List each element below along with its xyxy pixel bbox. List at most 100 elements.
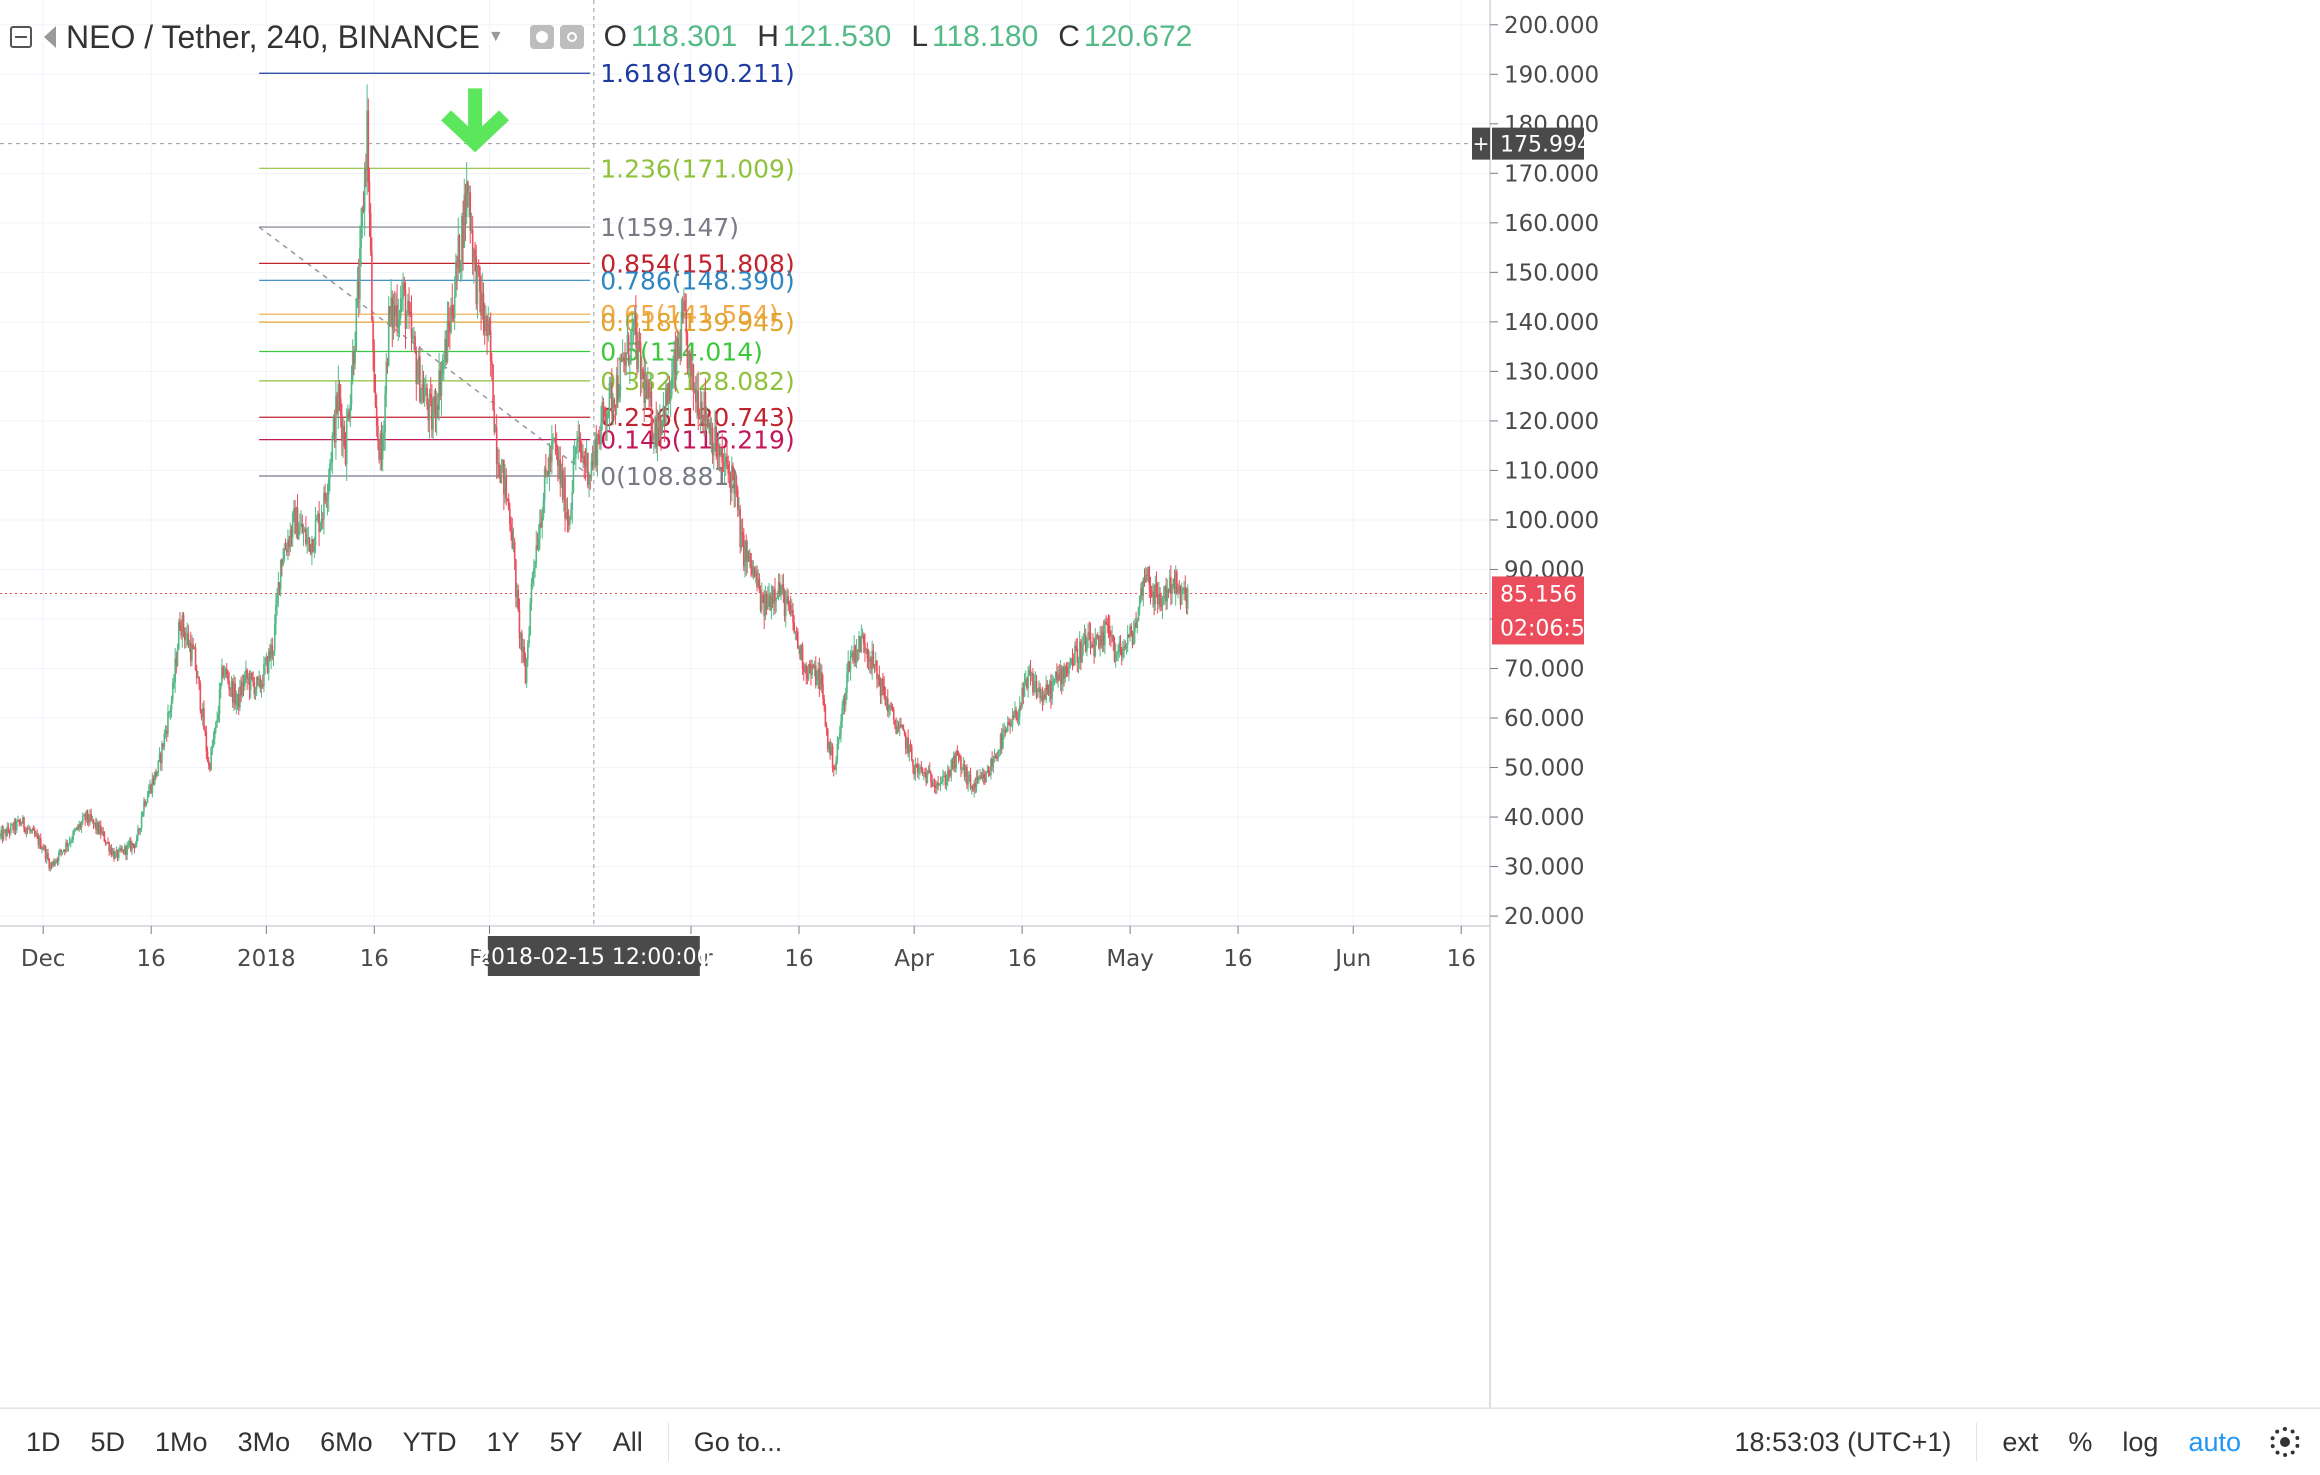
candle-body [607,411,609,418]
candle-body [364,169,366,211]
clock-timezone[interactable]: 18:53:03 (UTC+1) [1720,1427,1967,1458]
candle-body [1122,651,1124,657]
candle-body [957,751,959,755]
candle-body [995,756,997,758]
symbol-title[interactable]: NEO / Tether, 240, BINANCE [66,19,480,56]
candle-body [570,510,572,516]
chart-header: NEO / Tether, 240, BINANCE ▼ O 118.301 H… [0,0,1500,74]
candle-body [36,835,38,837]
candle-body [135,844,137,848]
range-all-button[interactable]: All [598,1427,658,1458]
candle-body [867,649,869,658]
eye-icon[interactable] [530,25,554,49]
candle-body [164,734,166,747]
range-1d-button[interactable]: 1D [11,1427,76,1458]
candle-body [939,784,941,785]
range-1y-button[interactable]: 1Y [472,1427,535,1458]
candle-body [538,539,540,549]
candle-body [244,675,246,686]
high-value: 121.530 [783,20,891,54]
candle-body [893,710,895,720]
candle-body [588,477,590,486]
candle-body [369,182,371,213]
candle-body [684,301,686,311]
x-tick-label: 2018 [237,946,296,972]
price-lines [0,0,1490,926]
candle-body [792,610,794,623]
candle-body [479,267,481,292]
candle-body [779,582,781,595]
log-toggle[interactable]: log [2107,1427,2173,1458]
candle-body [252,678,254,683]
x-tick-label: Apr [894,946,934,972]
goto-button[interactable]: Go to... [679,1427,798,1458]
candle-body [206,732,208,751]
crosshair-price-label: 175.994 [1500,133,1591,158]
y-tick-label: 160.000 [1504,211,1599,237]
range-ytd-button[interactable]: YTD [388,1427,472,1458]
gear-icon[interactable] [2270,1427,2300,1457]
candle-body [491,361,493,365]
candle-body [227,674,229,681]
range-5y-button[interactable]: 5Y [535,1427,598,1458]
candle-body [514,542,516,559]
candle-body [1068,667,1070,674]
candle-body [903,725,905,731]
candle-body [606,418,608,424]
candle-body [401,298,403,299]
candle-body [618,397,620,400]
auto-toggle[interactable]: auto [2173,1427,2256,1458]
candle-body [837,744,839,759]
collapse-icon[interactable] [10,26,32,48]
candle-body [327,495,329,500]
candle-body [40,838,42,849]
range-5d-button[interactable]: 5D [76,1427,141,1458]
candle-body [1136,621,1138,628]
candle-body [218,714,220,720]
candle-body [816,680,818,684]
countdown-label: 02:06:56 [1500,616,1599,641]
candle-body [411,315,413,339]
range-1mo-button[interactable]: 1Mo [140,1427,223,1458]
candle-body [693,364,695,392]
ext-toggle[interactable]: ext [1987,1427,2053,1458]
candle-body [823,699,825,706]
candle-body [767,599,769,610]
candle-body [593,451,595,466]
candle-body [316,519,318,520]
range-3mo-button[interactable]: 3Mo [223,1427,306,1458]
candle-body [29,829,31,831]
settings-icon[interactable] [560,25,584,49]
candle-body [454,297,456,318]
candle-body [1047,685,1049,690]
candle-body [375,392,377,407]
candle-body [383,433,385,439]
candle-body [72,831,74,840]
chevron-down-icon[interactable]: ▼ [488,28,504,46]
candle-body [532,573,534,584]
candle-body [285,549,287,550]
candle-body [320,523,322,532]
candle-body [203,708,205,729]
x-tick-label: 16 [360,946,389,972]
candle-body [604,409,606,414]
candle-body [689,351,691,354]
candle-body [569,516,571,525]
candle-body [1181,591,1183,605]
candle-body [1187,589,1189,608]
close-value: 120.672 [1084,20,1192,54]
candle-body [403,283,405,290]
fib-level-label: 1(159.147) [600,213,739,242]
candle-body [397,320,399,329]
candle-body [146,803,148,806]
percent-toggle[interactable]: % [2053,1427,2107,1458]
candle-body [501,465,503,483]
candle-body [940,783,942,784]
candle-body [555,438,557,444]
candle-body [136,837,138,844]
flag-icon[interactable] [44,26,56,48]
candle-body [579,437,581,440]
candle-body [785,599,787,616]
range-6mo-button[interactable]: 6Mo [305,1427,388,1458]
